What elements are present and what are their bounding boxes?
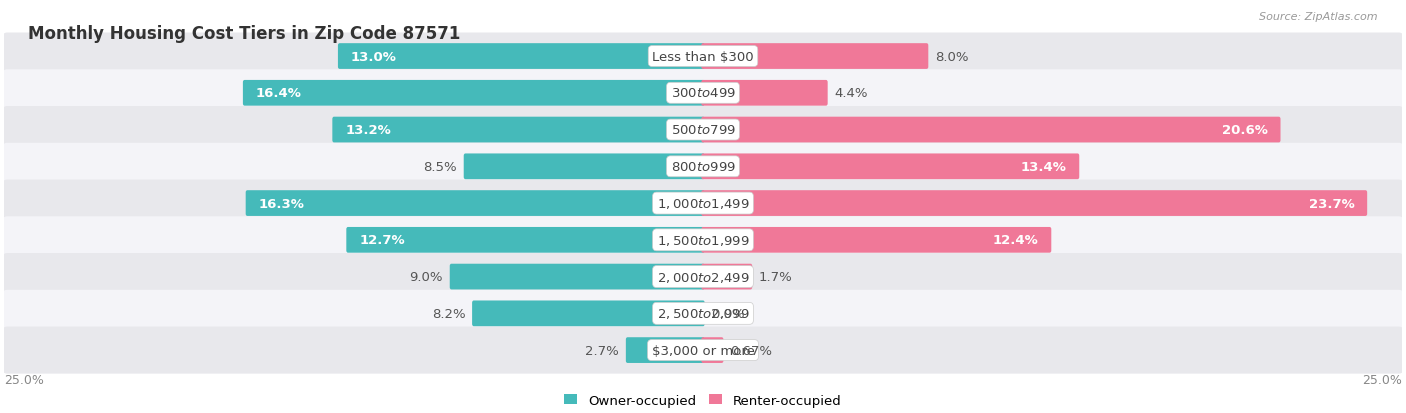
FancyBboxPatch shape bbox=[464, 154, 704, 180]
FancyBboxPatch shape bbox=[346, 228, 704, 253]
Text: $1,000 to $1,499: $1,000 to $1,499 bbox=[657, 197, 749, 211]
Text: 23.7%: 23.7% bbox=[1309, 197, 1354, 210]
FancyBboxPatch shape bbox=[472, 301, 704, 326]
FancyBboxPatch shape bbox=[246, 191, 704, 216]
FancyBboxPatch shape bbox=[702, 228, 1052, 253]
Text: 12.4%: 12.4% bbox=[993, 234, 1039, 247]
Text: 9.0%: 9.0% bbox=[409, 271, 443, 283]
Text: 0.67%: 0.67% bbox=[730, 344, 772, 357]
FancyBboxPatch shape bbox=[1, 217, 1405, 264]
Text: $2,500 to $2,999: $2,500 to $2,999 bbox=[657, 306, 749, 320]
Legend: Owner-occupied, Renter-occupied: Owner-occupied, Renter-occupied bbox=[560, 388, 846, 412]
Text: 20.6%: 20.6% bbox=[1222, 124, 1268, 137]
Text: 25.0%: 25.0% bbox=[1362, 373, 1402, 386]
Text: $1,500 to $1,999: $1,500 to $1,999 bbox=[657, 233, 749, 247]
Text: $3,000 or more: $3,000 or more bbox=[651, 344, 755, 357]
Text: $800 to $999: $800 to $999 bbox=[671, 160, 735, 173]
Text: 13.0%: 13.0% bbox=[350, 50, 396, 63]
Text: 2.7%: 2.7% bbox=[585, 344, 619, 357]
Text: Less than $300: Less than $300 bbox=[652, 50, 754, 63]
Text: 13.4%: 13.4% bbox=[1021, 160, 1066, 173]
Text: Monthly Housing Cost Tiers in Zip Code 87571: Monthly Housing Cost Tiers in Zip Code 8… bbox=[28, 25, 461, 43]
FancyBboxPatch shape bbox=[243, 81, 704, 107]
Text: 8.5%: 8.5% bbox=[423, 160, 457, 173]
FancyBboxPatch shape bbox=[702, 44, 928, 70]
Text: 16.3%: 16.3% bbox=[259, 197, 305, 210]
FancyBboxPatch shape bbox=[1, 180, 1405, 227]
FancyBboxPatch shape bbox=[702, 264, 752, 290]
FancyBboxPatch shape bbox=[1, 254, 1405, 300]
Text: Source: ZipAtlas.com: Source: ZipAtlas.com bbox=[1260, 12, 1378, 22]
FancyBboxPatch shape bbox=[1, 290, 1405, 337]
FancyBboxPatch shape bbox=[702, 191, 1367, 216]
FancyBboxPatch shape bbox=[1, 327, 1405, 374]
FancyBboxPatch shape bbox=[450, 264, 704, 290]
FancyBboxPatch shape bbox=[1, 107, 1405, 154]
FancyBboxPatch shape bbox=[702, 81, 828, 107]
Text: 16.4%: 16.4% bbox=[256, 87, 302, 100]
Text: $500 to $799: $500 to $799 bbox=[671, 124, 735, 137]
FancyBboxPatch shape bbox=[337, 44, 704, 70]
FancyBboxPatch shape bbox=[702, 337, 724, 363]
Text: 13.2%: 13.2% bbox=[346, 124, 391, 137]
Text: $2,000 to $2,499: $2,000 to $2,499 bbox=[657, 270, 749, 284]
Text: 0.0%: 0.0% bbox=[711, 307, 745, 320]
FancyBboxPatch shape bbox=[1, 143, 1405, 190]
FancyBboxPatch shape bbox=[702, 154, 1080, 180]
FancyBboxPatch shape bbox=[332, 117, 704, 143]
Text: $300 to $499: $300 to $499 bbox=[671, 87, 735, 100]
Text: 25.0%: 25.0% bbox=[4, 373, 44, 386]
FancyBboxPatch shape bbox=[702, 117, 1281, 143]
FancyBboxPatch shape bbox=[1, 70, 1405, 117]
Text: 4.4%: 4.4% bbox=[834, 87, 868, 100]
Text: 8.0%: 8.0% bbox=[935, 50, 969, 63]
FancyBboxPatch shape bbox=[1, 33, 1405, 81]
Text: 8.2%: 8.2% bbox=[432, 307, 465, 320]
Text: 1.7%: 1.7% bbox=[759, 271, 793, 283]
Text: 12.7%: 12.7% bbox=[359, 234, 405, 247]
FancyBboxPatch shape bbox=[626, 337, 704, 363]
